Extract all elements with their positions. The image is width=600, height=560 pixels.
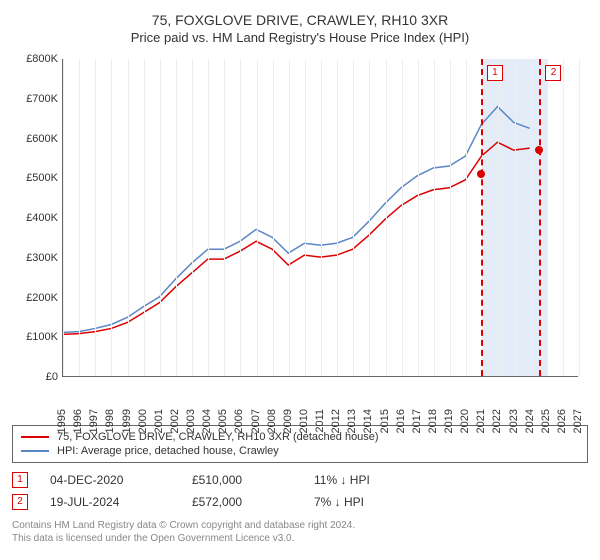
x-axis-label: 2012 <box>330 409 342 433</box>
x-axis-label: 2009 <box>282 409 294 433</box>
x-axis-label: 2027 <box>572 409 584 433</box>
x-axis-label: 2015 <box>379 409 391 433</box>
line-chart: 12 £0£100K£200K£300K£400K£500K£600K£700K… <box>12 51 588 421</box>
x-axis-label: 2013 <box>346 409 358 433</box>
marker-2: 2 <box>545 65 561 81</box>
x-axis-label: 2020 <box>459 409 471 433</box>
series-price_paid <box>63 142 530 334</box>
transaction-row: 219-JUL-2024£572,0007% ↓ HPI <box>12 491 588 513</box>
x-axis-label: 1996 <box>72 409 84 433</box>
x-axis-label: 2003 <box>185 409 197 433</box>
marker-1: 1 <box>487 65 503 81</box>
y-axis-label: £400K <box>12 212 62 224</box>
copyright-line: Contains HM Land Registry data © Crown c… <box>12 519 588 532</box>
x-axis-label: 1998 <box>104 409 116 433</box>
x-axis-label: 2000 <box>137 409 149 433</box>
x-axis-label: 2025 <box>540 409 552 433</box>
y-axis-label: £500K <box>12 172 62 184</box>
y-axis-label: £300K <box>12 252 62 264</box>
x-axis-label: 2017 <box>411 409 423 433</box>
x-axis-label: 2007 <box>250 409 262 433</box>
x-axis-label: 2005 <box>217 409 229 433</box>
copyright-line: This data is licensed under the Open Gov… <box>12 532 588 545</box>
x-axis-label: 1995 <box>56 409 68 433</box>
x-axis-label: 2016 <box>395 409 407 433</box>
y-axis-label: £200K <box>12 292 62 304</box>
transaction-table: 104-DEC-2020£510,00011% ↓ HPI219-JUL-202… <box>12 469 588 513</box>
x-axis-label: 2026 <box>556 409 568 433</box>
legend-item: HPI: Average price, detached house, Craw… <box>21 444 579 458</box>
x-axis-label: 2014 <box>362 409 374 433</box>
x-axis-label: 2011 <box>314 409 326 433</box>
chart-subtitle: Price paid vs. HM Land Registry's House … <box>12 30 588 45</box>
x-axis-label: 2001 <box>153 409 165 433</box>
x-axis-label: 2006 <box>233 409 245 433</box>
series-hpi <box>63 107 530 333</box>
x-axis-label: 2022 <box>491 409 503 433</box>
y-axis-label: £700K <box>12 93 62 105</box>
plot-area: 12 <box>62 59 578 377</box>
x-axis-label: 2021 <box>475 409 487 433</box>
x-axis-label: 2023 <box>508 409 520 433</box>
x-axis-label: 2018 <box>427 409 439 433</box>
x-axis-label: 2010 <box>298 409 310 433</box>
transaction-row: 104-DEC-2020£510,00011% ↓ HPI <box>12 469 588 491</box>
x-axis-label: 2004 <box>201 409 213 433</box>
chart-title: 75, FOXGLOVE DRIVE, CRAWLEY, RH10 3XR <box>12 12 588 28</box>
y-axis-label: £0 <box>12 371 62 383</box>
x-axis-label: 2019 <box>443 409 455 433</box>
x-axis-label: 1999 <box>121 409 133 433</box>
y-axis-label: £800K <box>12 53 62 65</box>
x-axis-label: 1997 <box>88 409 100 433</box>
y-axis-label: £100K <box>12 331 62 343</box>
x-axis-label: 2024 <box>524 409 536 433</box>
copyright-text: Contains HM Land Registry data © Crown c… <box>12 519 588 545</box>
y-axis-label: £600K <box>12 133 62 145</box>
x-axis-label: 2002 <box>169 409 181 433</box>
x-axis-label: 2008 <box>266 409 278 433</box>
